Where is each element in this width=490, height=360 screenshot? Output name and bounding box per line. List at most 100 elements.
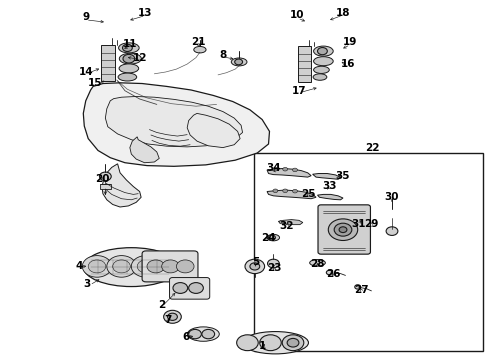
Text: 16: 16 xyxy=(341,59,355,69)
Text: 32: 32 xyxy=(279,221,294,231)
Ellipse shape xyxy=(119,64,139,73)
Ellipse shape xyxy=(119,43,139,53)
Circle shape xyxy=(122,44,132,51)
Circle shape xyxy=(235,59,243,65)
Bar xyxy=(101,45,115,81)
Circle shape xyxy=(82,256,112,277)
Ellipse shape xyxy=(187,327,220,341)
Bar xyxy=(298,46,311,82)
Text: 33: 33 xyxy=(322,181,337,192)
Text: 25: 25 xyxy=(301,189,316,199)
Circle shape xyxy=(123,54,135,63)
Text: 6: 6 xyxy=(183,332,190,342)
Circle shape xyxy=(147,260,165,273)
Circle shape xyxy=(279,220,284,224)
Text: 5: 5 xyxy=(252,257,259,267)
Text: 15: 15 xyxy=(88,78,103,88)
Text: 14: 14 xyxy=(78,67,93,77)
Text: 20: 20 xyxy=(95,174,109,184)
Ellipse shape xyxy=(194,46,206,53)
Ellipse shape xyxy=(120,53,142,64)
Circle shape xyxy=(283,189,288,193)
Text: 19: 19 xyxy=(343,37,358,48)
Text: 7: 7 xyxy=(164,315,171,325)
Polygon shape xyxy=(187,113,240,148)
Circle shape xyxy=(326,270,332,275)
Text: 28: 28 xyxy=(310,258,325,269)
Circle shape xyxy=(293,189,297,193)
Text: 12: 12 xyxy=(132,53,147,63)
Circle shape xyxy=(282,335,304,351)
Circle shape xyxy=(237,335,258,351)
Text: 13: 13 xyxy=(138,8,153,18)
Text: 2: 2 xyxy=(158,300,165,310)
Bar xyxy=(254,153,483,351)
Circle shape xyxy=(173,283,188,293)
Text: 35: 35 xyxy=(336,171,350,181)
Circle shape xyxy=(287,338,299,347)
Circle shape xyxy=(137,260,155,273)
Circle shape xyxy=(355,285,361,289)
Circle shape xyxy=(131,256,161,277)
Text: 23: 23 xyxy=(267,263,282,273)
Bar xyxy=(100,184,111,189)
Ellipse shape xyxy=(243,332,309,354)
Circle shape xyxy=(168,313,177,320)
Text: 4: 4 xyxy=(75,261,83,271)
Text: 26: 26 xyxy=(326,269,341,279)
Ellipse shape xyxy=(268,234,280,241)
Polygon shape xyxy=(130,137,159,163)
Text: 9: 9 xyxy=(82,12,89,22)
Circle shape xyxy=(99,172,111,181)
Polygon shape xyxy=(267,168,311,177)
Circle shape xyxy=(268,259,279,268)
Text: 11: 11 xyxy=(122,39,137,49)
Ellipse shape xyxy=(118,73,137,81)
Text: 34: 34 xyxy=(266,163,281,174)
Circle shape xyxy=(189,329,201,339)
Circle shape xyxy=(318,48,327,55)
Polygon shape xyxy=(278,220,303,225)
Circle shape xyxy=(162,260,179,273)
Circle shape xyxy=(107,256,136,277)
Circle shape xyxy=(269,235,275,240)
Polygon shape xyxy=(105,96,243,147)
Ellipse shape xyxy=(83,248,179,287)
Text: 10: 10 xyxy=(290,10,305,20)
Circle shape xyxy=(164,310,181,323)
Text: 3: 3 xyxy=(84,279,91,289)
Circle shape xyxy=(113,260,130,273)
Circle shape xyxy=(245,259,265,274)
Polygon shape xyxy=(267,190,316,199)
FancyBboxPatch shape xyxy=(142,251,198,282)
Text: 22: 22 xyxy=(365,143,380,153)
Circle shape xyxy=(273,167,278,171)
Polygon shape xyxy=(318,194,343,200)
Ellipse shape xyxy=(313,74,327,80)
Ellipse shape xyxy=(314,46,333,56)
Circle shape xyxy=(189,283,203,293)
Ellipse shape xyxy=(231,58,247,66)
Polygon shape xyxy=(102,164,141,207)
Text: 8: 8 xyxy=(220,50,226,60)
Ellipse shape xyxy=(314,57,333,66)
FancyBboxPatch shape xyxy=(170,278,210,299)
Text: 21: 21 xyxy=(191,37,206,48)
Circle shape xyxy=(293,168,297,172)
Circle shape xyxy=(260,335,281,351)
FancyBboxPatch shape xyxy=(318,205,370,254)
Text: 29: 29 xyxy=(364,219,379,229)
Circle shape xyxy=(250,263,260,270)
Ellipse shape xyxy=(310,260,325,266)
Text: 17: 17 xyxy=(292,86,306,96)
Text: 18: 18 xyxy=(336,8,350,18)
Circle shape xyxy=(386,227,398,235)
Circle shape xyxy=(176,260,194,273)
Ellipse shape xyxy=(314,66,329,73)
Circle shape xyxy=(328,219,358,240)
Text: 1: 1 xyxy=(259,341,266,351)
Circle shape xyxy=(339,227,347,233)
Text: 24: 24 xyxy=(261,233,276,243)
Polygon shape xyxy=(313,174,341,179)
Circle shape xyxy=(88,260,106,273)
